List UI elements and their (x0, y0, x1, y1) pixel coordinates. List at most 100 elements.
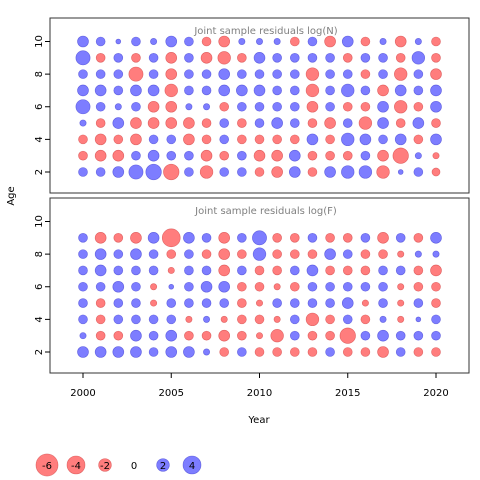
residual-bubble (201, 118, 212, 128)
residual-bubble (184, 150, 194, 161)
residual-bubble (342, 249, 353, 259)
residual-bubble (131, 150, 141, 161)
legend-bubble (66, 455, 86, 475)
residual-bubble (377, 346, 389, 358)
residual-bubble (272, 233, 282, 243)
residual-bubble (394, 133, 407, 146)
residual-bubble (201, 298, 212, 308)
residual-bubble (342, 69, 353, 79)
residual-bubble (307, 249, 318, 259)
residual-bubble (325, 330, 335, 341)
residual-bubble (253, 84, 266, 97)
residual-bubble (148, 53, 159, 63)
residual-bubble (201, 134, 212, 145)
residual-bubble (377, 232, 389, 244)
residual-bubble (78, 150, 88, 161)
residual-bubble (252, 247, 267, 261)
residual-bubble (167, 266, 175, 274)
residual-bubble (201, 85, 212, 96)
residual-bubble (289, 134, 300, 145)
residual-bubble (165, 346, 178, 358)
residual-bubble (237, 69, 247, 79)
residual-bubble (112, 166, 125, 178)
y-tick-label: 8 (34, 71, 45, 77)
residual-bubble (341, 297, 354, 309)
residual-bubble (185, 315, 193, 323)
residual-bubble (305, 83, 320, 98)
residual-bubble (203, 348, 211, 356)
residual-bubble (75, 50, 91, 66)
y-tick-label: 10 (34, 215, 45, 228)
x-tick-label: 2020 (423, 388, 448, 399)
residual-bubble (78, 233, 88, 243)
residual-bubble (377, 149, 389, 162)
legend-label: -6 (42, 461, 52, 472)
residual-bubble (325, 314, 335, 325)
residual-bubble (131, 265, 141, 276)
residual-bubble (288, 149, 301, 162)
residual-bubble (254, 347, 265, 357)
residual-bubble (184, 265, 194, 276)
y-tick-label: 6 (34, 284, 45, 290)
residual-bubble (360, 150, 371, 161)
residual-bubble (163, 163, 180, 181)
residual-bubble (218, 68, 231, 80)
residual-bubble (379, 315, 387, 323)
residual-bubble (289, 118, 300, 128)
residual-bubble (431, 36, 441, 47)
residual-bubble (254, 118, 265, 128)
residual-bubble (166, 298, 177, 308)
residual-bubble (218, 248, 231, 260)
residual-bubble (377, 329, 389, 342)
residual-bubble (237, 265, 247, 276)
residual-bubble (358, 165, 373, 179)
residual-bubble (75, 99, 91, 115)
residual-bubble (95, 281, 106, 292)
residual-bubble (377, 84, 389, 97)
residual-bubble (341, 165, 355, 179)
residual-bubble (339, 327, 356, 344)
y-tick-label: 2 (34, 169, 45, 175)
residual-bubble (79, 119, 87, 127)
residual-bubble (113, 249, 124, 259)
residual-bubble (113, 233, 124, 243)
residual-bubble (325, 265, 335, 276)
y-tick-label: 2 (34, 349, 45, 355)
residual-bubble (131, 281, 141, 292)
residual-bubble (395, 118, 406, 128)
residual-bubble (218, 35, 231, 48)
residual-bubble (148, 69, 159, 79)
residual-bubble (237, 101, 247, 112)
residual-bubble (272, 134, 282, 145)
legend-bubble (182, 455, 202, 475)
residual-bubble (413, 101, 424, 112)
residual-bubble (395, 53, 406, 63)
panel-logN: Joint sample residuals log(N) 2 4 6 8 10 (34, 17, 470, 194)
residual-bubble (94, 346, 107, 358)
residual-bubble (378, 265, 388, 276)
residual-bubble (305, 67, 320, 81)
residual-bubble (431, 53, 441, 63)
residual-bubble (289, 233, 300, 243)
residual-bubble (113, 330, 124, 341)
residual-bubble (342, 118, 353, 128)
residual-bubble (130, 84, 142, 97)
residual-bubble (359, 133, 372, 146)
residual-bubble (414, 250, 422, 258)
residual-bubble (415, 316, 422, 323)
residual-bubble (113, 265, 124, 276)
residual-bubble (360, 85, 371, 96)
residual-bubble (325, 281, 335, 292)
residual-bubble (413, 85, 424, 96)
residual-bubble (378, 249, 388, 259)
residual-bubble (360, 347, 371, 357)
panel-title: Joint sample residuals log(F) (194, 206, 337, 217)
residual-bubble (219, 298, 229, 308)
residual-bubble (324, 166, 336, 178)
residual-bubble (342, 233, 353, 243)
residual-bubble (307, 281, 318, 292)
residual-bubble (183, 232, 195, 244)
panel-logF: Joint sample residuals log(F) 2 4 6 8 10 (34, 197, 470, 374)
residual-bubble (77, 84, 89, 97)
